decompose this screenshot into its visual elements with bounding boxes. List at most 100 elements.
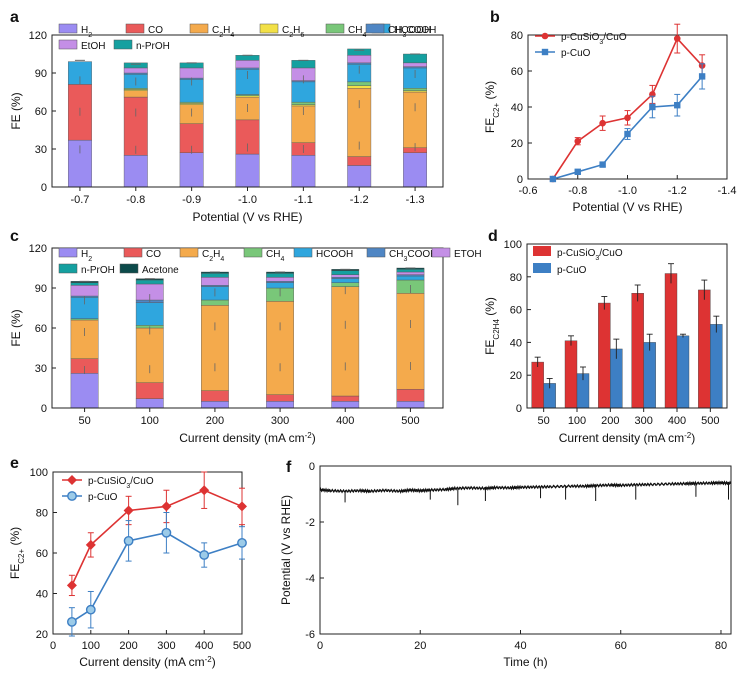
bar-segment-nPrOH (70, 282, 99, 286)
y-tick-label: 30 (35, 363, 47, 375)
bar-segment-HCOOH (291, 81, 316, 103)
legend-label-H2: H2 (81, 25, 92, 39)
legend-swatch-CO (125, 23, 145, 34)
x-tick-label: 20 (414, 640, 426, 652)
x-tick-label: 500 (701, 415, 719, 427)
bar-red (564, 340, 578, 409)
y-tick-label: 20 (510, 370, 522, 382)
bar-segment-C2H4 (396, 293, 425, 390)
legend-swatch-CH3COOH (365, 23, 385, 34)
bar-red (664, 273, 678, 409)
bar-segment-CO (266, 394, 294, 402)
y-tick-label: 100 (30, 467, 48, 479)
bar-segment-C2H4 (70, 319, 99, 359)
x-tick-label: -1.1 (294, 194, 313, 206)
legend-label-blue: p-CuO (88, 492, 118, 503)
y-tick-label: 60 (510, 305, 522, 317)
y-axis-title: Potential (V vs RHE) (279, 495, 293, 605)
bar-red (631, 293, 644, 409)
panel-letter-d: d (488, 228, 498, 245)
legend-label-C2H4: C2H4 (212, 25, 234, 39)
bar-segment-EtOH (347, 55, 372, 64)
y-tick-label: 90 (35, 283, 47, 295)
x-tick-label: 100 (141, 415, 159, 427)
legend-label-CH4: CH4 (266, 249, 284, 263)
bar-segment-HCOOH (135, 302, 164, 326)
legend-label-red: p-CuSiO3/CuO (88, 476, 154, 490)
bar-segment-H2 (201, 401, 229, 409)
plot-frame (319, 465, 732, 635)
panel-d: 50 100 200 300 400 500 0 20 40 60 80 100 FEC2H4 (%) C… (483, 239, 728, 446)
bar-segment-EtOH (70, 285, 99, 297)
legend-label-blue: p-CuO (561, 48, 591, 59)
y-axis-title: FEC2+ (%) (8, 527, 26, 579)
legend-label-CH3COOH: CH3COOH (389, 249, 437, 263)
legend-label-EtOH: EtOH (81, 41, 105, 52)
y-tick-label: 20 (36, 629, 48, 641)
diamond-marker (67, 475, 77, 485)
bar-segment-EtOH (403, 62, 428, 67)
y-tick-label: 20 (511, 138, 523, 150)
x-axis-title: Current density (mA cm-2) (559, 431, 696, 446)
x-tick-label: -1.2 (350, 194, 369, 206)
bar-segment-CO (135, 382, 164, 399)
legend-label-red: p-CuSiO3/CuO (561, 32, 627, 46)
legend-swatch-H2 (58, 247, 78, 258)
bar-segment-C2H4 (201, 305, 229, 391)
legend-label-red: p-CuSiO3/CuO (557, 248, 623, 262)
circle-marker (541, 32, 549, 40)
panel-letter-f: f (286, 459, 292, 476)
series-line-red (552, 37, 703, 180)
bar-segment-H2 (396, 401, 425, 409)
x-axis-title: Time (h) (503, 655, 547, 669)
bar-segment-nPrOH (235, 55, 260, 61)
panel-a: -0.7 -0.8 -0.9 -1.0 -1.1 -1.2 -1.3 0 30 60 90 120 FE… (9, 23, 444, 224)
bar-segment-EtOH (235, 60, 260, 69)
legend-swatch-EtOH (431, 247, 451, 258)
square-marker (549, 175, 557, 183)
x-tick-label: 50 (538, 415, 550, 427)
bar-segment-C2H4 (135, 327, 164, 383)
legend-swatch-nPrOH (58, 263, 78, 274)
x-tick-label: 200 (206, 415, 224, 427)
diamond-marker (199, 485, 210, 496)
diamond-marker (66, 580, 77, 591)
panel-letter-a: a (10, 9, 19, 26)
hexagon-marker (199, 550, 210, 560)
panel-letter-c: c (10, 228, 19, 245)
diamond-marker (237, 501, 247, 512)
bar-segment-CH4 (403, 87, 428, 91)
legend-label-blue: p-CuO (557, 265, 587, 276)
bar-blue (643, 342, 656, 409)
bar-segment-CH4 (331, 282, 360, 287)
legend-label-CH3COOH: CH3COOH (388, 25, 436, 39)
x-tick-label: 500 (401, 415, 419, 427)
circle-marker (574, 137, 582, 145)
x-tick-label: -0.8 (126, 194, 145, 206)
legend-label-C2H4: C2H4 (202, 249, 224, 263)
x-tick-label: -0.6 (519, 185, 538, 197)
x-tick-label: -0.8 (568, 185, 587, 197)
bar-segment-nPrOH (179, 62, 204, 69)
x-tick-label: 100 (568, 415, 586, 427)
x-tick-label: -1.0 (618, 185, 637, 197)
plot-frame (526, 243, 728, 409)
square-marker (674, 102, 681, 109)
x-tick-label: -1.3 (406, 194, 425, 206)
x-tick-label: -1.4 (718, 185, 737, 197)
legend-swatch-EtOH (58, 39, 78, 50)
bar-segment-HCOOH (266, 282, 294, 289)
legend-swatch-CH3COOH (366, 247, 386, 258)
bar-segment-EtOH (123, 67, 148, 74)
legend-swatch-C2H6 (259, 23, 279, 34)
bar-segment-nPrOH (123, 62, 148, 69)
bar-segment-nPrOH (347, 48, 372, 56)
bar-segment-nPrOH (135, 279, 164, 285)
bar-segment-H2 (403, 152, 428, 188)
hexagon-marker (85, 604, 96, 615)
square-marker (649, 103, 656, 111)
hexagon-marker (161, 527, 172, 538)
legend-swatch-CO (123, 247, 143, 258)
